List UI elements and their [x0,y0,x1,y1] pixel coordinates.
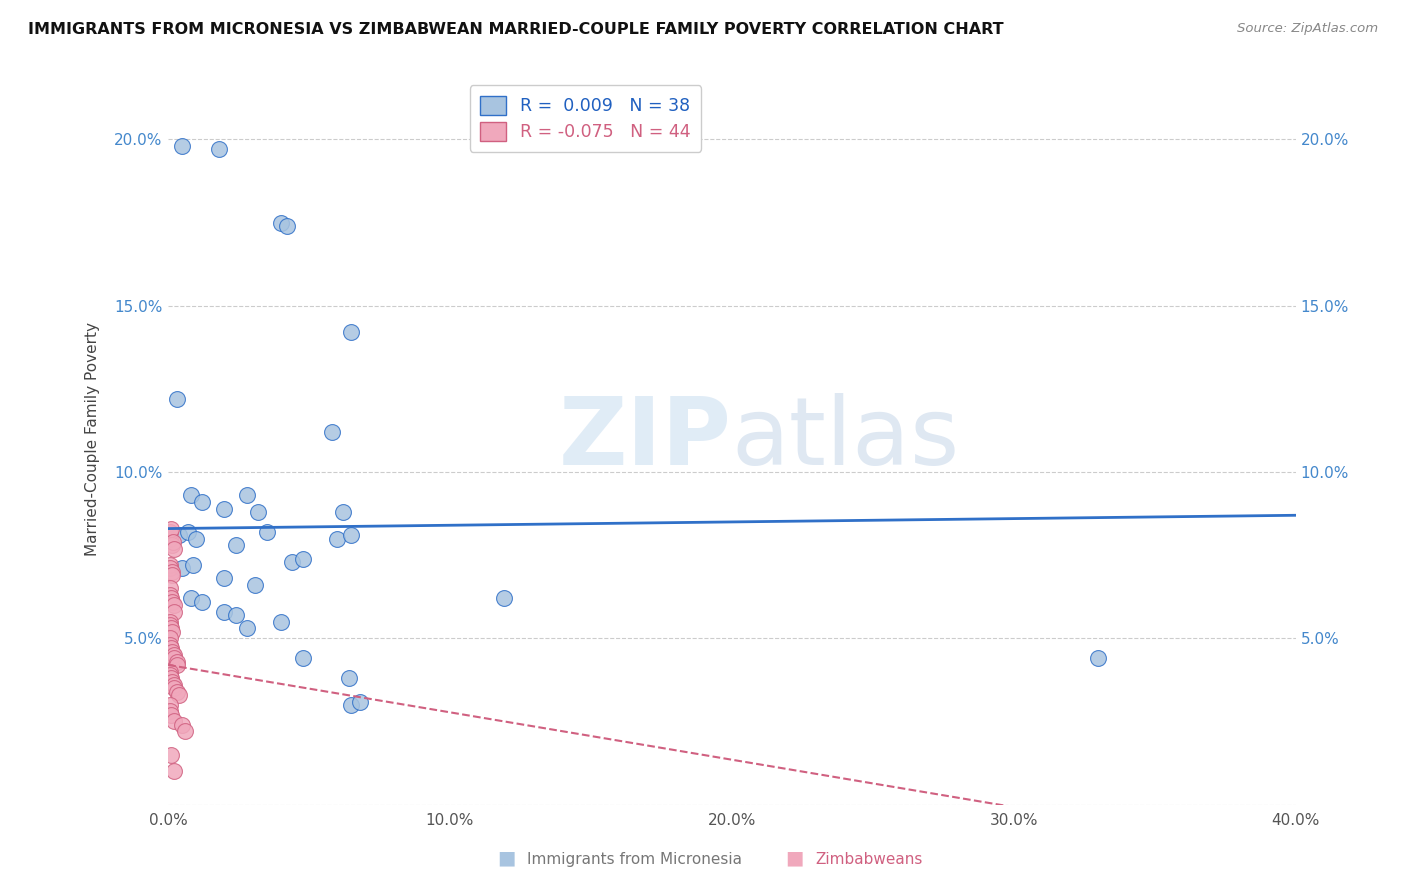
Point [162,538,184,552]
Point [163,681,186,696]
Point [160,565,183,579]
Point [191,595,214,609]
Point [340,326,363,340]
Point [349,694,371,708]
Point [321,425,343,439]
Point [159,588,181,602]
Point [162,568,184,582]
Point [225,538,247,552]
Point [183,558,205,573]
Point [225,608,247,623]
Point [214,605,236,619]
Point [169,528,191,542]
Point [292,651,315,665]
Point [172,718,194,732]
Point [172,561,194,575]
Point [276,219,298,233]
Point [159,558,181,573]
Point [340,698,363,712]
Point [159,665,181,679]
Point [160,645,183,659]
Point [169,688,191,702]
Point [166,655,188,669]
Point [214,572,236,586]
Point [236,488,259,502]
Point [292,551,315,566]
Point [159,615,181,629]
Point [160,674,183,689]
Text: Immigrants from Micronesia: Immigrants from Micronesia [527,852,742,867]
Point [245,578,267,592]
Point [270,216,292,230]
Point [163,651,186,665]
Point [1087,651,1109,665]
Point [159,618,181,632]
Text: IMMIGRANTS FROM MICRONESIA VS ZIMBABWEAN MARRIED-COUPLE FAMILY POVERTY CORRELATI: IMMIGRANTS FROM MICRONESIA VS ZIMBABWEAN… [28,22,1004,37]
Point [177,524,200,539]
Point [163,598,186,612]
Text: ZIP: ZIP [560,392,733,484]
Point [332,505,354,519]
Text: Zimbabweans: Zimbabweans [815,852,922,867]
Text: atlas: atlas [733,392,960,484]
Point [166,657,188,672]
Point [163,541,186,556]
Point [270,615,292,629]
Point [160,522,183,536]
Point [492,591,515,606]
Point [160,591,183,606]
Point [160,621,183,635]
Point [180,488,202,502]
Point [159,638,181,652]
Point [162,534,184,549]
Point [208,143,231,157]
Point [163,605,186,619]
Point [281,555,304,569]
Point [174,724,197,739]
Point [180,591,202,606]
Text: ■: ■ [496,848,516,867]
Point [159,705,181,719]
Point [163,678,186,692]
Point [326,532,349,546]
Point [160,595,183,609]
Point [337,671,360,685]
Point [172,139,194,153]
Point [166,684,188,698]
Point [236,621,259,635]
Point [159,532,181,546]
Point [160,624,183,639]
Point [160,707,183,722]
Point [166,392,188,406]
Point [256,524,278,539]
Point [163,714,186,729]
Point [247,505,270,519]
Y-axis label: Married-Couple Family Poverty: Married-Couple Family Poverty [86,322,100,556]
Text: Source: ZipAtlas.com: Source: ZipAtlas.com [1237,22,1378,36]
Point [159,524,181,539]
Point [160,641,183,656]
Point [214,501,236,516]
Point [159,582,181,596]
Point [159,632,181,646]
Point [186,532,208,546]
Point [340,528,363,542]
Point [160,747,183,762]
Point [159,698,181,712]
Point [191,495,214,509]
Point [163,764,186,779]
Legend: R =  0.009   N = 38, R = -0.075   N = 44: R = 0.009 N = 38, R = -0.075 N = 44 [470,86,702,152]
Point [159,668,181,682]
Text: ■: ■ [785,848,804,867]
Point [163,648,186,662]
Point [159,561,181,575]
Point [160,671,183,685]
